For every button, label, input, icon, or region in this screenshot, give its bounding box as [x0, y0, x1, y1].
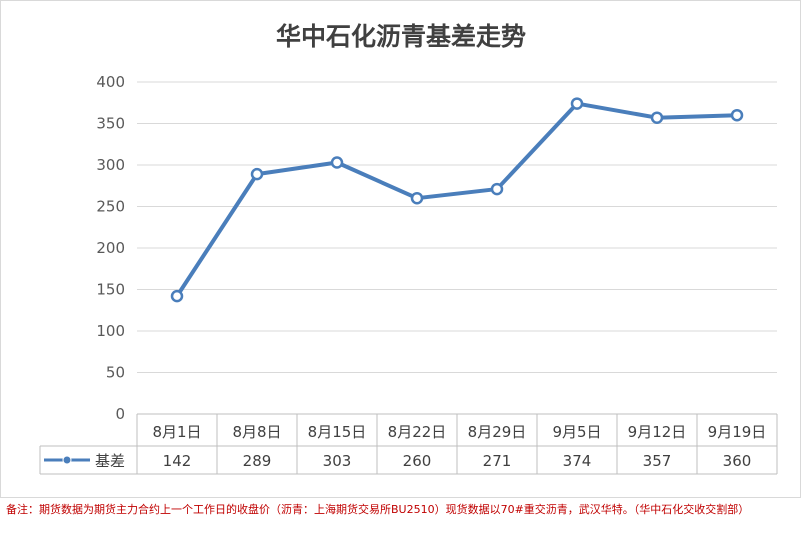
data-table: 8月1日 8月8日 8月15日 8月22日 8月29日 9月5日 9月12日 9月19日 142…	[39, 413, 778, 475]
y-tick-label: 300	[96, 156, 125, 174]
data-table-value: 271	[483, 452, 512, 470]
footnote: 备注：期货数据为期货主力合约上一个工作日的收盘价（沥青：上海期货交易所BU251…	[6, 503, 750, 516]
x-category-label: 8月15日	[308, 423, 367, 441]
y-tick-label: 350	[96, 115, 125, 133]
y-axis-ticks: 0 50 100 150 200 250 300 350 400	[96, 73, 125, 423]
y-tick-label: 0	[115, 405, 125, 423]
data-table-value: 357	[643, 452, 672, 470]
x-category-label: 8月29日	[468, 423, 527, 441]
chart-title: 华中石化沥青基差走势	[276, 22, 526, 51]
x-category-label: 9月19日	[708, 423, 767, 441]
data-point	[250, 167, 264, 181]
data-point	[730, 108, 744, 122]
y-tick-label: 150	[96, 281, 125, 299]
data-table-value: 289	[243, 452, 272, 470]
y-tick-label: 100	[96, 322, 125, 340]
x-category-label: 8月1日	[152, 423, 201, 441]
data-table-value: 142	[163, 452, 192, 470]
x-category-label: 8月22日	[388, 423, 447, 441]
data-point	[570, 97, 584, 110]
data-point	[490, 182, 504, 196]
legend-marker-swatch	[62, 455, 72, 465]
series-line-group	[170, 97, 744, 303]
gridlines	[137, 81, 777, 373]
data-table-value: 374	[563, 452, 592, 470]
x-category-label: 8月8日	[232, 423, 281, 441]
y-tick-label: 250	[96, 198, 125, 216]
data-point	[170, 289, 184, 303]
x-category-label: 9月12日	[628, 423, 687, 441]
y-tick-label: 50	[106, 364, 125, 382]
data-point	[410, 191, 424, 205]
y-tick-label: 200	[96, 239, 125, 257]
data-point	[330, 156, 344, 169]
chart-frame	[0, 0, 801, 498]
chart: 华中石化沥青基差走势 0 50 100 150 200 250 300 350 400 8月1日…	[39, 22, 778, 475]
data-table-value: 260	[403, 452, 432, 470]
y-tick-label: 400	[96, 73, 125, 91]
x-category-label: 9月5日	[552, 423, 601, 441]
data-table-value: 303	[323, 452, 352, 470]
series-line	[175, 101, 739, 299]
data-table-value: 360	[723, 452, 752, 470]
legend-series-label: 基差	[95, 452, 125, 470]
data-point	[650, 111, 664, 124]
